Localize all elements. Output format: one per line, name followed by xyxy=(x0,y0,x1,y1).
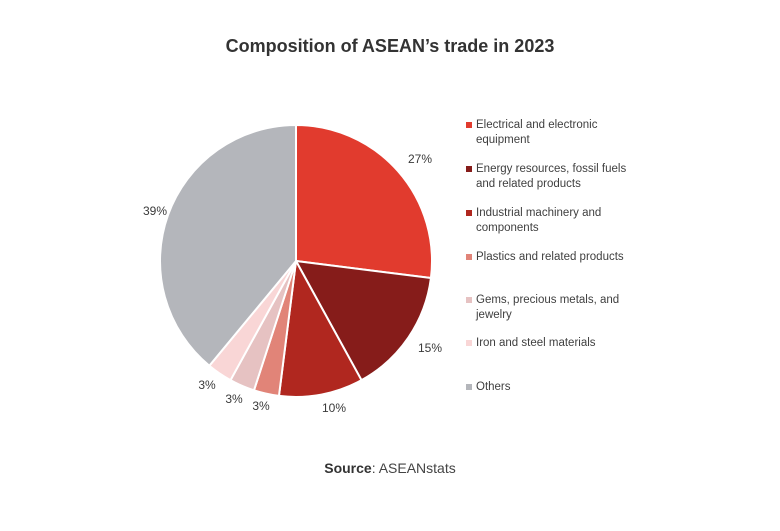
legend-label: Others xyxy=(476,381,511,393)
source-text: : ASEANstats xyxy=(371,460,456,476)
legend-item-2: Industrial machinery and components xyxy=(466,206,646,236)
source-label: Source xyxy=(324,460,372,476)
legend-item-0: Electrical and electronic equipment xyxy=(466,118,646,148)
legend-item-1: Energy resources, fossil fuels and relat… xyxy=(466,162,646,192)
legend-label: Energy resources, fossil fuels and relat… xyxy=(476,163,627,190)
legend-swatch xyxy=(466,210,472,216)
slice-value-label-5: 3% xyxy=(198,378,216,392)
legend-item-5: Iron and steel materials xyxy=(466,336,646,351)
pie-slice-0 xyxy=(295,123,433,280)
pie-slice-6 xyxy=(159,123,297,368)
legend-label: Electrical and electronic equipment xyxy=(476,119,598,146)
legend-item-4: Gems, precious metals, and jewelry xyxy=(466,293,646,323)
legend-label: Plastics and related products xyxy=(476,251,624,263)
legend-swatch xyxy=(466,340,472,346)
legend-swatch xyxy=(466,254,472,260)
legend-swatch xyxy=(466,297,472,303)
pie-slice-2 xyxy=(277,257,363,398)
legend-swatch xyxy=(466,384,472,390)
legend-swatch xyxy=(466,166,472,172)
legend-label: Industrial machinery and components xyxy=(476,207,602,234)
legend-label: Gems, precious metals, and jewelry xyxy=(476,294,620,321)
legend-label: Iron and steel materials xyxy=(476,337,596,349)
source-note: Source: ASEANstats xyxy=(0,460,780,476)
legend-item-3: Plastics and related products xyxy=(466,250,646,265)
chart-title: Composition of ASEAN’s trade in 2023 xyxy=(225,36,555,56)
slice-value-label-2: 10% xyxy=(322,401,346,415)
legend-item-6: Others xyxy=(466,380,646,395)
pie-slice-1 xyxy=(294,259,433,382)
slice-value-label-3: 3% xyxy=(252,399,270,413)
slice-value-label-6: 39% xyxy=(143,204,167,218)
slice-value-label-1: 15% xyxy=(418,341,442,355)
legend-swatch xyxy=(466,122,472,128)
slice-value-label-4: 3% xyxy=(225,392,243,406)
slice-value-label-0: 27% xyxy=(408,152,432,166)
